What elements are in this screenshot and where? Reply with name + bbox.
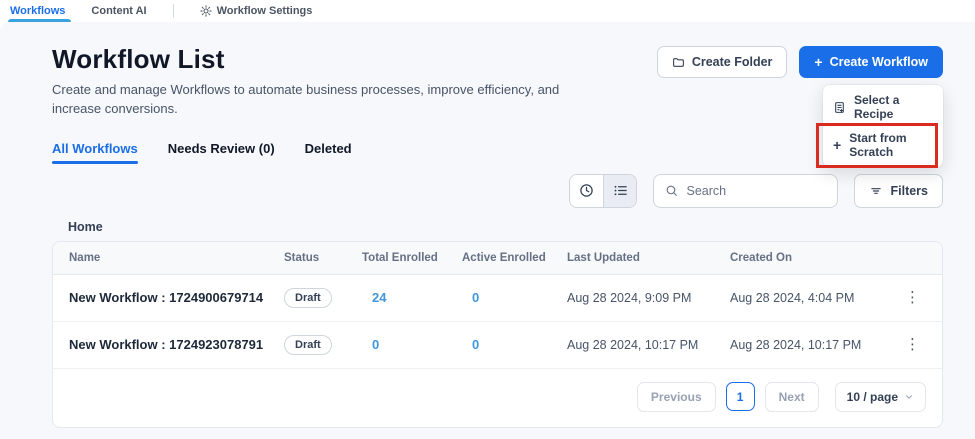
column-header-created-on: Created On xyxy=(730,251,792,264)
list-view-button[interactable] xyxy=(603,174,637,207)
next-page-button[interactable]: Next xyxy=(764,381,819,412)
menu-item-select-a-recipe-label: Select a Recipe xyxy=(854,93,900,121)
list-toolbar: Filters xyxy=(52,173,943,208)
folder-icon xyxy=(672,56,685,69)
total-enrolled-link[interactable]: 0 xyxy=(372,337,380,353)
filters-label: Filters xyxy=(890,183,928,198)
nav-divider xyxy=(172,4,174,18)
recipe-icon xyxy=(833,101,846,114)
nav-tab-workflows[interactable]: Workflows xyxy=(7,0,72,22)
breadcrumb[interactable]: Home xyxy=(68,219,103,234)
create-workflow-label: Create Workflow xyxy=(829,55,928,69)
last-updated-value: Aug 28 2024, 10:17 PM xyxy=(567,337,699,352)
tab-all-workflows[interactable]: All Workflows xyxy=(52,141,138,164)
nav-tab-content-ai-label: Content AI xyxy=(91,5,147,17)
tab-deleted-label: Deleted xyxy=(304,140,352,156)
view-toggle xyxy=(569,173,638,208)
previous-page-button[interactable]: Previous xyxy=(636,381,716,412)
search-box xyxy=(653,173,839,208)
active-enrolled-link[interactable]: 0 xyxy=(472,290,480,306)
tab-all-workflows-label: All Workflows xyxy=(52,140,138,156)
page-subtitle: Create and manage Workflows to automate … xyxy=(52,82,560,116)
column-header-status: Status xyxy=(284,251,320,264)
create-folder-button[interactable]: Create Folder xyxy=(656,46,788,78)
page-size-value: 10 / page xyxy=(846,389,898,404)
create-workflow-dropdown: Select a Recipe + Start from Scratch xyxy=(816,85,943,168)
column-header-name: Name xyxy=(69,251,101,264)
row-menu-kebab-icon[interactable]: ⋮ xyxy=(905,289,920,307)
total-enrolled-link[interactable]: 24 xyxy=(372,290,387,306)
header-actions: Create Folder + Create Workflow Sel xyxy=(656,46,943,168)
page-title: Workflow List xyxy=(52,44,225,74)
workflow-table: Name Status Total Enrolled Active Enroll… xyxy=(52,240,943,428)
history-view-button[interactable] xyxy=(570,174,604,207)
active-enrolled-link[interactable]: 0 xyxy=(472,337,480,353)
filter-lines-icon xyxy=(869,184,883,198)
tab-deleted[interactable]: Deleted xyxy=(305,141,352,164)
title-block: Workflow List Create and manage Workflow… xyxy=(52,44,582,119)
menu-item-select-a-recipe[interactable]: Select a Recipe xyxy=(823,88,943,126)
column-header-active-enrolled: Active Enrolled xyxy=(462,251,546,264)
gear-icon xyxy=(199,5,212,17)
page-size-select[interactable]: 10 / page xyxy=(834,381,926,412)
search-input[interactable] xyxy=(686,183,827,198)
tab-needs-review[interactable]: Needs Review (0) xyxy=(168,141,275,164)
search-icon xyxy=(665,184,678,197)
clock-icon xyxy=(579,183,594,198)
column-header-last-updated: Last Updated xyxy=(567,251,640,264)
nav-tab-workflow-settings-label: Workflow Settings xyxy=(216,5,313,17)
workflow-tabs: All Workflows Needs Review (0) Deleted xyxy=(52,141,943,164)
filters-button[interactable]: Filters xyxy=(854,173,943,208)
pagination: Previous 1 Next 10 / page xyxy=(53,369,942,427)
menu-item-start-from-scratch[interactable]: + Start from Scratch xyxy=(816,123,943,168)
menu-item-start-from-scratch-label: Start from Scratch xyxy=(849,131,907,159)
list-icon xyxy=(613,183,628,198)
chevron-down-icon xyxy=(904,392,914,402)
workflow-name-link[interactable]: New Workflow : 1724900679714 xyxy=(69,290,264,306)
nav-tab-workflow-settings[interactable]: Workflow Settings xyxy=(199,0,313,22)
nav-tab-content-ai[interactable]: Content AI xyxy=(91,0,146,22)
last-updated-value: Aug 28 2024, 9:09 PM xyxy=(567,290,692,305)
plus-icon: + xyxy=(814,54,823,70)
page-number-button[interactable]: 1 xyxy=(725,382,755,412)
table-row: New Workflow : 1724923078791 Draft 0 0 A… xyxy=(53,322,942,369)
status-badge: Draft xyxy=(284,287,332,308)
top-nav: Workflows Content AI Workflow Settings xyxy=(0,0,975,22)
table-header-row: Name Status Total Enrolled Active Enroll… xyxy=(53,241,942,275)
create-workflow-button[interactable]: + Create Workflow xyxy=(799,46,943,78)
status-badge: Draft xyxy=(284,334,332,355)
table-row: New Workflow : 1724900679714 Draft 24 0 … xyxy=(53,275,942,322)
created-on-value: Aug 28 2024, 4:04 PM xyxy=(730,290,855,305)
created-on-value: Aug 28 2024, 10:17 PM xyxy=(730,337,862,352)
plus-icon: + xyxy=(833,137,842,153)
row-menu-kebab-icon[interactable]: ⋮ xyxy=(905,336,920,354)
workflow-name-link[interactable]: New Workflow : 1724923078791 xyxy=(69,337,264,353)
nav-tab-workflows-label: Workflows xyxy=(10,5,66,17)
column-header-total-enrolled: Total Enrolled xyxy=(362,251,438,264)
workflow-list-page: Workflow List Create and manage Workflow… xyxy=(0,22,975,439)
tab-needs-review-label: Needs Review (0) xyxy=(167,140,275,156)
create-folder-label: Create Folder xyxy=(691,55,773,69)
